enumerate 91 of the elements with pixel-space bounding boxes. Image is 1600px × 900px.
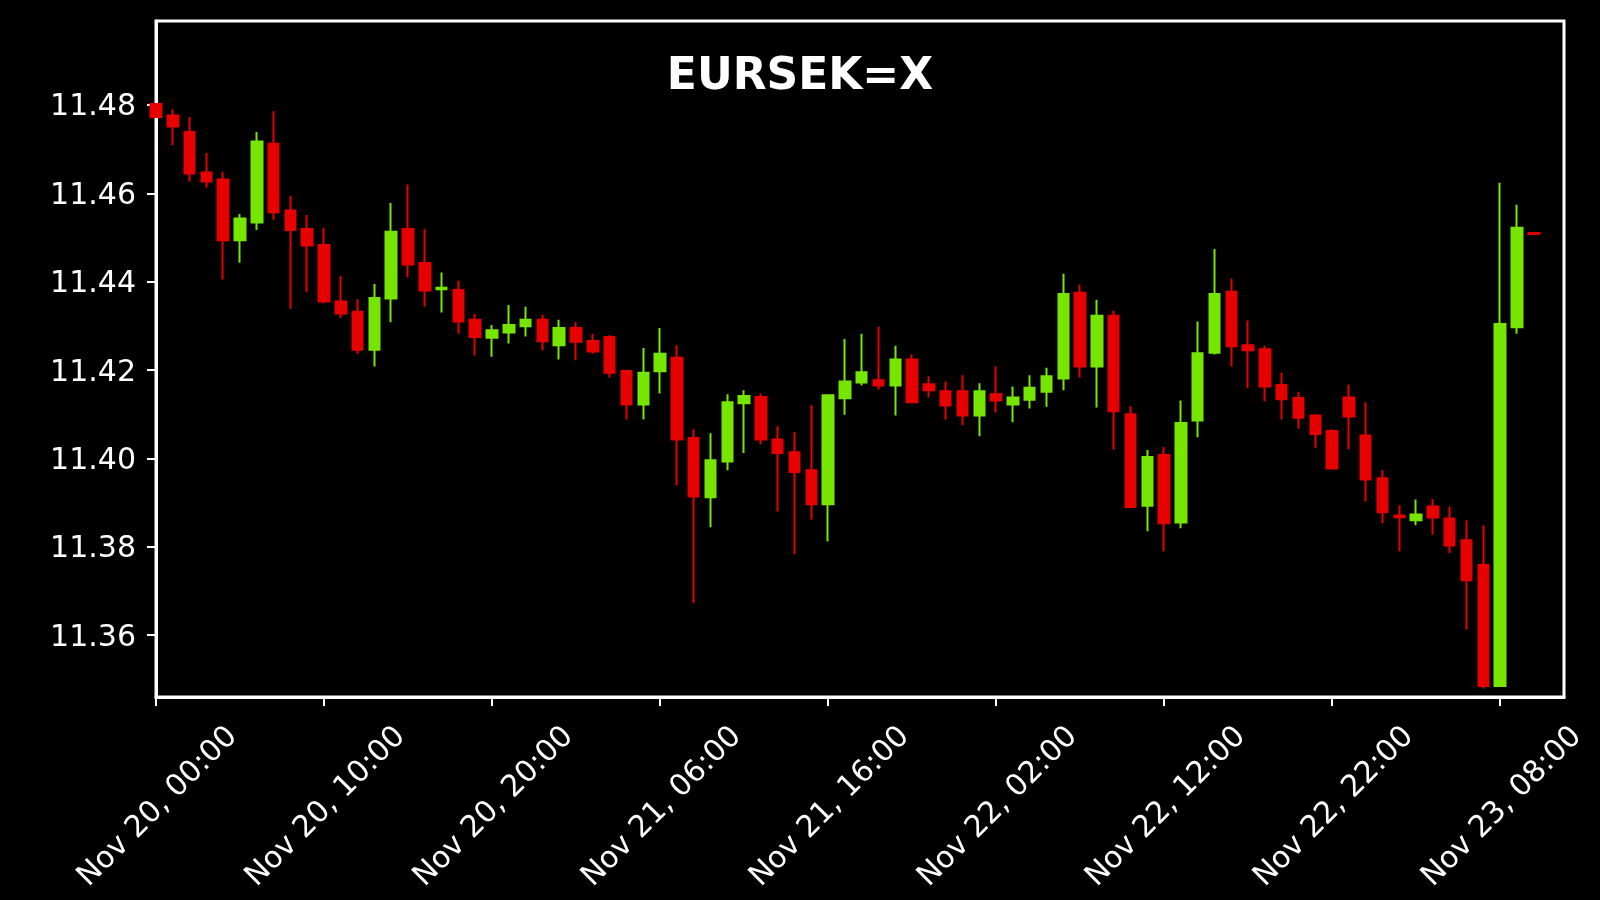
candlestick bbox=[973, 382, 986, 438]
candlestick bbox=[805, 403, 818, 521]
candlestick bbox=[1359, 401, 1372, 503]
candlestick bbox=[956, 374, 969, 427]
candlestick bbox=[1309, 413, 1322, 449]
candlestick bbox=[435, 271, 448, 314]
candlestick bbox=[485, 323, 499, 358]
candlestick bbox=[637, 346, 650, 421]
candlestick bbox=[216, 170, 230, 281]
candlestick bbox=[1057, 272, 1070, 392]
candlestick bbox=[1023, 374, 1036, 410]
candlestick bbox=[536, 313, 549, 352]
candlestick bbox=[250, 130, 264, 231]
candlestick bbox=[721, 393, 734, 472]
candlestick bbox=[771, 425, 784, 513]
candlestick bbox=[569, 321, 583, 362]
candlestick bbox=[939, 380, 952, 421]
candlestick bbox=[821, 394, 835, 543]
y-tick-label: 11.40 bbox=[50, 440, 136, 476]
candlestick bbox=[300, 213, 314, 294]
y-tick-label: 11.42 bbox=[50, 352, 136, 388]
candlestick bbox=[149, 103, 163, 118]
candlestick bbox=[620, 369, 633, 421]
candlestick bbox=[1124, 405, 1137, 509]
candlestick bbox=[317, 226, 331, 305]
candlestick bbox=[502, 304, 516, 345]
candlestick bbox=[452, 279, 465, 335]
candlestick bbox=[1527, 232, 1541, 235]
candlestick bbox=[704, 432, 717, 529]
candlestick bbox=[737, 389, 751, 455]
candlestick bbox=[351, 298, 364, 355]
y-tick-label: 11.36 bbox=[50, 617, 136, 653]
candlestick bbox=[1325, 428, 1339, 471]
candlestick bbox=[1208, 247, 1221, 356]
candlestick bbox=[1141, 449, 1154, 533]
candlestick bbox=[468, 312, 482, 357]
candlestick bbox=[368, 282, 381, 368]
candlestick bbox=[653, 327, 667, 395]
candlestick bbox=[1493, 181, 1507, 687]
candlestick bbox=[1241, 319, 1255, 389]
candlestick bbox=[586, 332, 600, 355]
candlestick bbox=[267, 110, 280, 221]
y-tick-label: 11.48 bbox=[50, 87, 136, 123]
candlestick bbox=[1393, 504, 1406, 553]
candlestick bbox=[519, 305, 532, 338]
candlestick bbox=[384, 202, 398, 324]
candlestick bbox=[183, 115, 196, 183]
candlestick bbox=[284, 194, 297, 310]
candlestick bbox=[1107, 309, 1120, 451]
candlestick bbox=[1460, 519, 1473, 631]
candlestick bbox=[334, 274, 348, 320]
candlestick bbox=[855, 332, 868, 387]
candlestick bbox=[1040, 366, 1053, 408]
candlestick bbox=[1275, 371, 1288, 421]
candlestick bbox=[1292, 390, 1305, 430]
y-tick-label: 11.38 bbox=[50, 529, 136, 565]
candlestick bbox=[788, 430, 801, 556]
candlestick bbox=[1510, 203, 1524, 335]
candlestick bbox=[754, 392, 768, 446]
candlestick bbox=[1409, 498, 1423, 527]
candlestick bbox=[1174, 399, 1188, 530]
candlestick bbox=[1376, 469, 1389, 525]
candlestick bbox=[1090, 298, 1104, 409]
candlestick bbox=[670, 344, 684, 487]
candlestick bbox=[687, 428, 700, 604]
candlestick bbox=[401, 183, 415, 279]
candlestick bbox=[1157, 445, 1171, 553]
candlestick bbox=[233, 213, 247, 264]
text: EURSEK=X bbox=[666, 47, 934, 99]
candlestick bbox=[1426, 498, 1440, 536]
candlestick bbox=[872, 325, 885, 391]
candlestick bbox=[1073, 283, 1087, 379]
candlestick bbox=[1342, 383, 1356, 451]
candlestick bbox=[1477, 524, 1490, 690]
candlestick bbox=[922, 375, 936, 399]
candlestick bbox=[905, 353, 919, 404]
y-tick-label: 11.46 bbox=[50, 175, 136, 211]
candlestick bbox=[200, 152, 213, 189]
candlestick bbox=[166, 108, 180, 147]
candlestick bbox=[889, 344, 902, 417]
candlestick bbox=[1225, 277, 1238, 368]
candlestick bbox=[603, 334, 616, 379]
candlestick bbox=[1258, 344, 1272, 403]
candlestick bbox=[418, 228, 432, 308]
candlestick bbox=[989, 365, 1003, 414]
candlestick bbox=[552, 318, 566, 361]
candlestick bbox=[1443, 505, 1456, 554]
candlestick bbox=[838, 338, 852, 416]
candlestick bbox=[1191, 320, 1204, 439]
y-tick-label: 11.44 bbox=[50, 264, 136, 300]
candlestick bbox=[1006, 385, 1020, 424]
